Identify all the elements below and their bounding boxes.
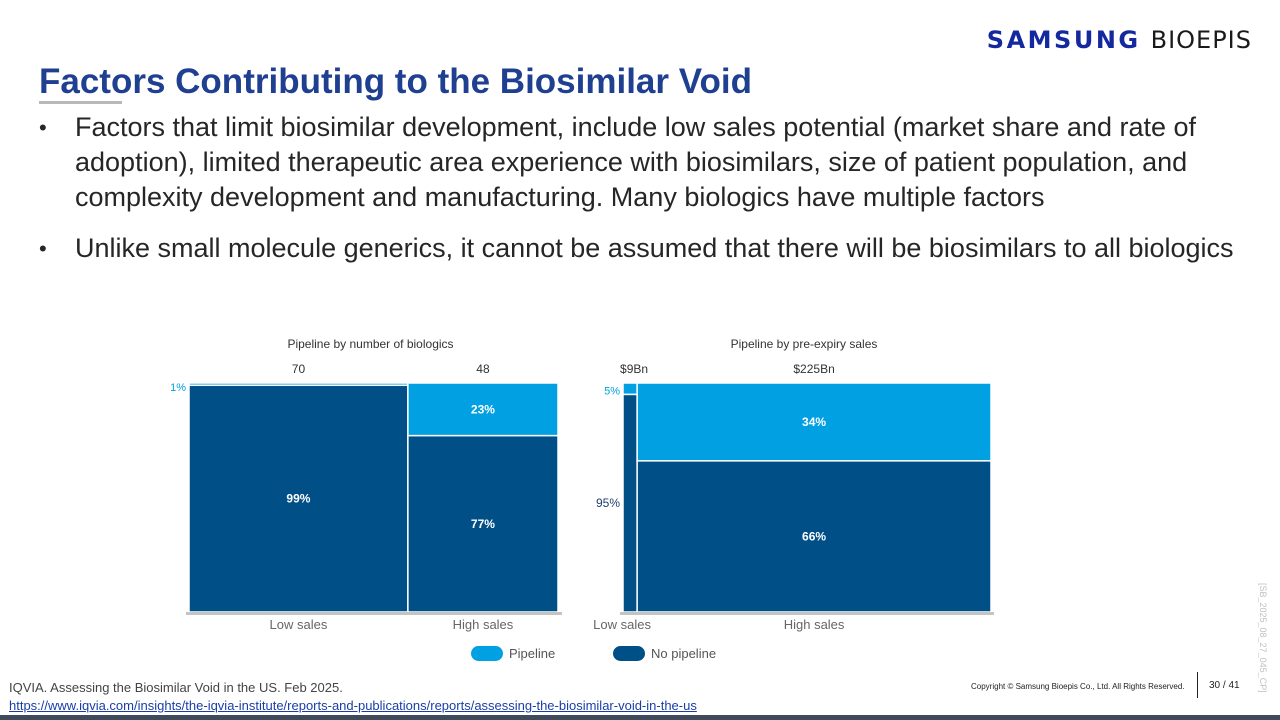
data-label-pipeline: 23% <box>471 402 495 416</box>
column-total-label: $225Bn <box>793 362 834 376</box>
bar-segment-pipeline <box>407 382 559 437</box>
column-total-label: 70 <box>292 362 306 376</box>
category-label: Low sales <box>270 617 328 632</box>
data-label-pipeline: 34% <box>802 415 826 429</box>
data-label-no-pipeline: 99% <box>286 492 310 506</box>
page-title: Factors Contributing to the Biosimilar V… <box>39 62 752 101</box>
title-underline <box>39 101 122 104</box>
data-label-no-pipeline: 66% <box>802 529 826 543</box>
data-label-no-pipeline: 77% <box>471 517 495 531</box>
bar-segment-no-pipeline <box>188 384 409 613</box>
legend-label-pipeline: Pipeline <box>509 646 555 661</box>
bullet-item: • Factors that limit biosimilar developm… <box>39 110 1254 215</box>
column-total-label: 48 <box>476 362 490 376</box>
data-label-no-pipeline: 95% <box>596 496 620 510</box>
bullet-dot: • <box>39 115 47 140</box>
chart-title: Pipeline by number of biologics <box>287 337 453 351</box>
column-total-label: $9Bn <box>620 362 648 376</box>
data-label-pipeline: 5% <box>604 386 620 398</box>
source-citation: IQVIA. Assessing the Biosimilar Void in … <box>9 680 343 695</box>
source-link[interactable]: https://www.iqvia.com/insights/the-iqvia… <box>9 698 697 713</box>
bullet-dot: • <box>39 236 47 261</box>
bullet-list: • Factors that limit biosimilar developm… <box>39 110 1254 266</box>
category-label: High sales <box>453 617 514 632</box>
copyright-notice: Copyright © Samsung Bioepis Co., Ltd. Al… <box>971 682 1185 691</box>
bar-segment-no-pipeline <box>622 393 638 613</box>
legend-label-no-pipeline: No pipeline <box>651 646 716 661</box>
legend-swatch-pipeline <box>471 646 503 661</box>
category-label: Low sales <box>593 617 651 632</box>
bullet-item: • Unlike small molecule generics, it can… <box>39 231 1254 266</box>
chart-title: Pipeline by pre-expiry sales <box>731 337 878 351</box>
bullet-text: Factors that limit biosimilar developmen… <box>75 112 1197 212</box>
logo-brand: SAMSUNG <box>986 26 1141 54</box>
page-number: 30 / 41 <box>1209 680 1240 691</box>
bottom-bar <box>0 715 1280 720</box>
bar-segment-no-pipeline <box>636 460 992 613</box>
category-label: High sales <box>784 617 845 632</box>
page-separator <box>1197 672 1198 698</box>
data-label-pipeline: 1% <box>170 382 186 394</box>
bullet-text: Unlike small molecule generics, it canno… <box>75 233 1234 263</box>
samsung-bioepis-logo: SAMSUNG BIOEPIS <box>987 26 1252 56</box>
logo-sub: BIOEPIS <box>1150 26 1252 54</box>
document-id: [SB_2025_08_27_045_CP] <box>1258 583 1268 693</box>
legend-swatch-no-pipeline <box>613 646 645 661</box>
bar-segment-pipeline <box>636 382 992 462</box>
bar-segment-pipeline <box>622 382 638 396</box>
